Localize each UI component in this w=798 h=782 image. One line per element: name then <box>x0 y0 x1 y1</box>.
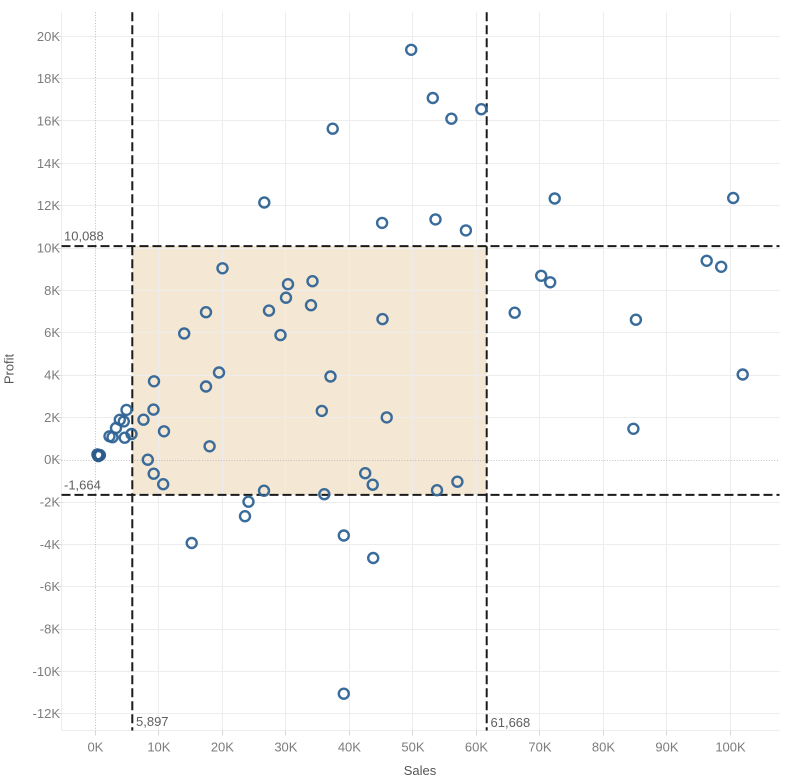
svg-text:4K: 4K <box>44 368 60 383</box>
svg-text:-2K: -2K <box>40 495 61 510</box>
svg-text:60K: 60K <box>465 740 488 755</box>
svg-text:50K: 50K <box>401 740 424 755</box>
svg-text:-10K: -10K <box>33 664 61 679</box>
svg-text:5,897: 5,897 <box>136 714 169 729</box>
svg-text:100K: 100K <box>715 740 746 755</box>
svg-text:2K: 2K <box>44 410 60 425</box>
svg-text:-6K: -6K <box>40 579 61 594</box>
svg-text:16K: 16K <box>37 114 60 129</box>
svg-text:6K: 6K <box>44 325 60 340</box>
svg-text:Profit: Profit <box>2 353 17 384</box>
svg-text:18K: 18K <box>37 71 60 86</box>
svg-text:40K: 40K <box>338 740 361 755</box>
svg-text:0K: 0K <box>87 740 103 755</box>
svg-text:20K: 20K <box>211 740 234 755</box>
svg-text:20K: 20K <box>37 29 60 44</box>
svg-text:-4K: -4K <box>40 537 61 552</box>
svg-text:-8K: -8K <box>40 622 61 637</box>
svg-text:10K: 10K <box>37 241 60 256</box>
svg-text:8K: 8K <box>44 283 60 298</box>
svg-text:80K: 80K <box>592 740 615 755</box>
svg-text:61,668: 61,668 <box>491 715 531 730</box>
svg-text:-1,664: -1,664 <box>64 478 101 493</box>
svg-text:14K: 14K <box>37 156 60 171</box>
svg-text:30K: 30K <box>274 740 297 755</box>
svg-text:10K: 10K <box>147 740 170 755</box>
svg-text:12K: 12K <box>37 198 60 213</box>
svg-text:-12K: -12K <box>33 706 61 721</box>
svg-text:Sales: Sales <box>404 763 437 778</box>
svg-text:10,088: 10,088 <box>64 229 104 244</box>
svg-text:90K: 90K <box>655 740 678 755</box>
svg-text:0K: 0K <box>44 452 60 467</box>
svg-text:70K: 70K <box>528 740 551 755</box>
